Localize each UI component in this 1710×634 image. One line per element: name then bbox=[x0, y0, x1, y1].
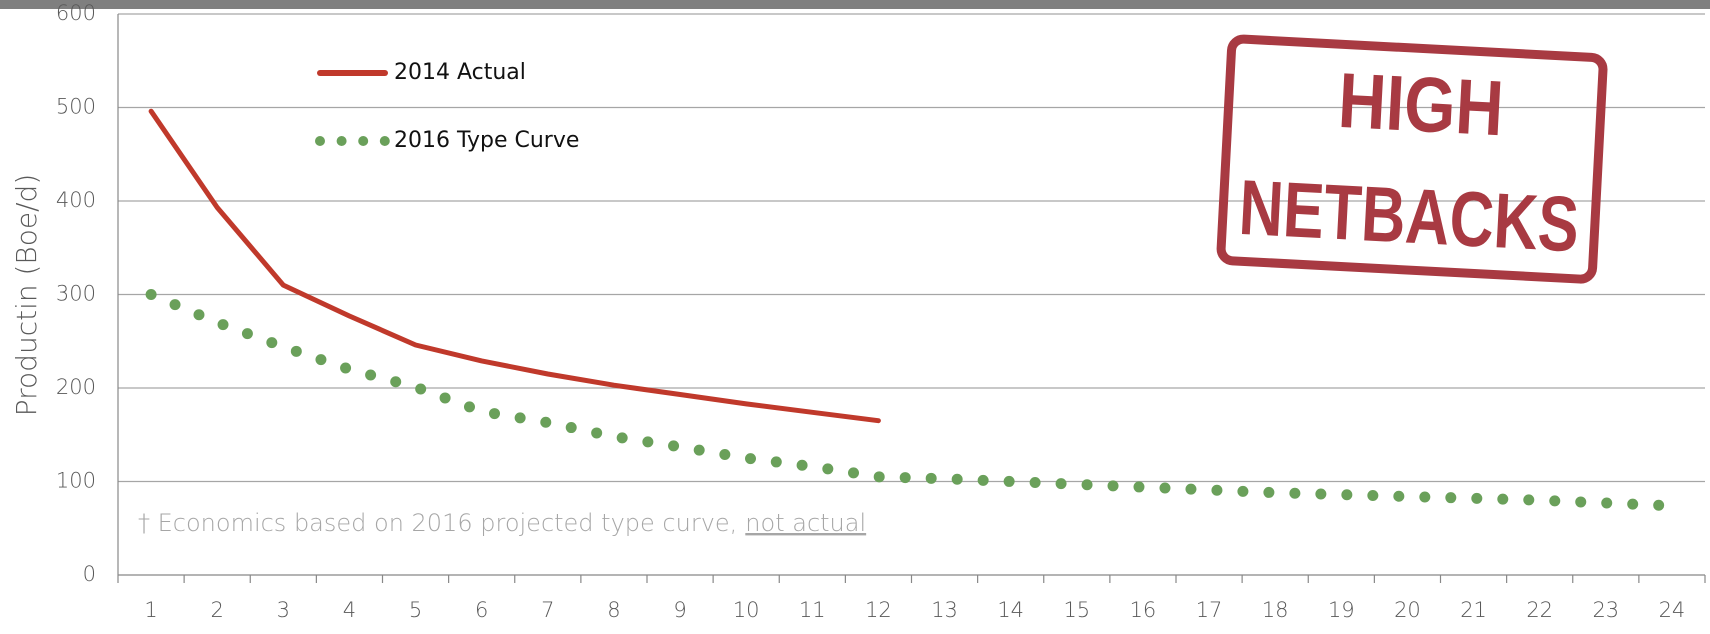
y-tick-label: 500 bbox=[56, 95, 96, 119]
y-tick-label: 300 bbox=[56, 282, 96, 306]
stamp: HIGH NETBACKS bbox=[1216, 34, 1608, 284]
top-bar bbox=[0, 0, 1710, 9]
series-line bbox=[148, 108, 881, 424]
x-tick-label: 6 bbox=[475, 598, 488, 622]
x-tick-label: 12 bbox=[865, 598, 892, 622]
stamp-border bbox=[1216, 34, 1608, 284]
y-tick-label: 200 bbox=[56, 375, 96, 399]
x-tick-label: 23 bbox=[1592, 598, 1619, 622]
y-axis-label: Productin (Boe/d) bbox=[10, 174, 43, 416]
x-tick-label: 24 bbox=[1659, 598, 1686, 622]
stamp-text: HIGH bbox=[1336, 56, 1505, 153]
x-tick-label: 10 bbox=[733, 598, 760, 622]
y-tick-label: 400 bbox=[56, 188, 96, 212]
x-tick-label: 1 bbox=[144, 598, 157, 622]
x-tick-label: 14 bbox=[997, 598, 1024, 622]
x-tick-label: 8 bbox=[607, 598, 620, 622]
x-tick-label: 15 bbox=[1063, 598, 1090, 622]
x-tick-label: 7 bbox=[541, 598, 554, 622]
footnote-text: † Economics based on 2016 projected type… bbox=[138, 509, 737, 537]
x-tick-label: 17 bbox=[1196, 598, 1223, 622]
y-tick-label: 600 bbox=[56, 1, 96, 25]
x-tick-label: 20 bbox=[1394, 598, 1421, 622]
legend-label: 2014 Actual bbox=[394, 60, 526, 85]
y-tick-label: 100 bbox=[56, 469, 96, 493]
legend-label: 2016 Type Curve bbox=[394, 128, 579, 153]
x-tick-label: 13 bbox=[931, 598, 958, 622]
x-tick-label: 19 bbox=[1328, 598, 1355, 622]
x-tick-label: 22 bbox=[1526, 598, 1553, 622]
footnote-link: not actual bbox=[745, 509, 866, 537]
stamp-text: NETBACKS bbox=[1237, 163, 1581, 269]
x-tick-label: 3 bbox=[277, 598, 290, 622]
x-tick-label: 4 bbox=[343, 598, 356, 622]
y-tick-label: 0 bbox=[83, 562, 96, 586]
x-tick-label: 18 bbox=[1262, 598, 1289, 622]
series-line bbox=[145, 289, 1678, 512]
x-tick-label: 9 bbox=[673, 598, 686, 622]
x-tick-label: 11 bbox=[799, 598, 826, 622]
x-tick-label: 16 bbox=[1130, 598, 1157, 622]
x-tick-label: 21 bbox=[1460, 598, 1487, 622]
x-tick-label: 2 bbox=[211, 598, 224, 622]
footnote: † Economics based on 2016 projected type… bbox=[138, 509, 866, 537]
x-tick-label: 5 bbox=[409, 598, 422, 622]
